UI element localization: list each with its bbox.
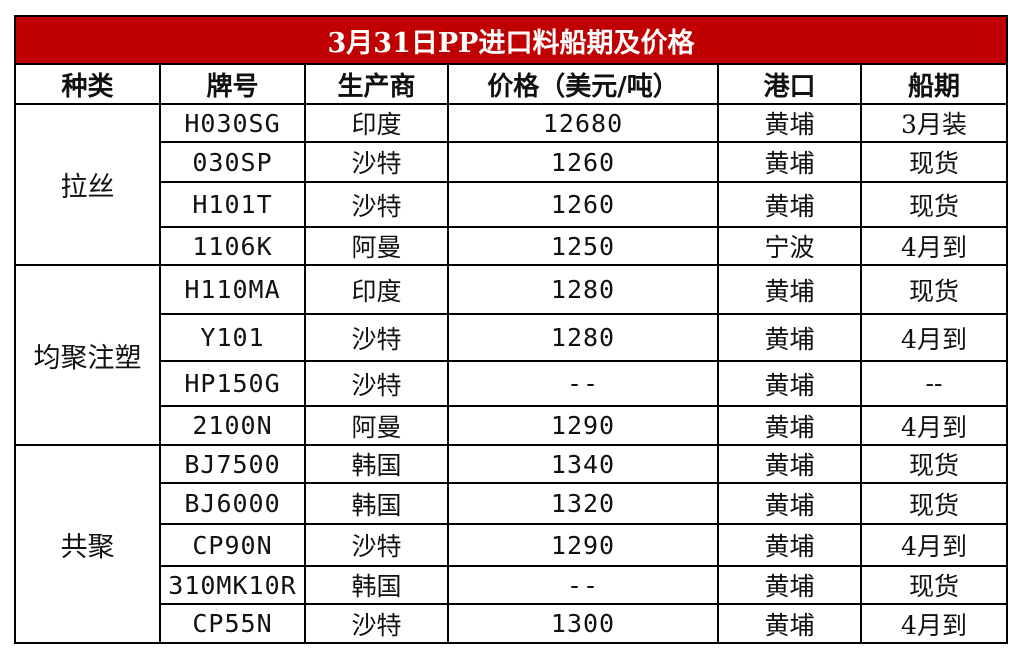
grade-cell: BJ6000 (159, 482, 306, 525)
price-cell: 1280 (447, 264, 719, 315)
price-cell: -- (447, 360, 719, 407)
producer-cell: 沙特 (304, 360, 449, 407)
table-row: 共聚 BJ7500 韩国 1340 黄埔 现货 (14, 444, 1008, 644)
price-cell: 1300 (447, 603, 719, 644)
grade-cell: 1106K (159, 226, 306, 266)
shipping-cell: 现货 (860, 141, 1008, 183)
port-cell: 黄埔 (717, 360, 862, 407)
header-shipping: 船期 (860, 63, 1008, 105)
shipping-cell: 现货 (860, 181, 1008, 228)
port-cell: 宁波 (717, 226, 862, 266)
grade-cell: CP90N (159, 523, 306, 567)
producer-cell: 沙特 (304, 603, 449, 644)
producer-cell: 沙特 (304, 181, 449, 228)
table-row: 拉丝 H030SG 印度 12680 黄埔 3月装 (14, 103, 1008, 266)
header-grade: 牌号 (159, 63, 306, 105)
shipping-cell: 3月装 (860, 103, 1008, 143)
shipping-cell: -- (860, 360, 1008, 407)
grade-cell: H101T (159, 181, 306, 228)
port-cell: 黄埔 (717, 264, 862, 315)
header-port: 港口 (717, 63, 862, 105)
title-row: 3月31日PP进口料船期及价格 (14, 15, 1008, 65)
grade-cell: 310MK10R (159, 565, 306, 605)
producer-cell: 阿曼 (304, 405, 449, 446)
shipping-cell: 4月到 (860, 226, 1008, 266)
port-cell: 黄埔 (717, 603, 862, 644)
port-cell: 黄埔 (717, 482, 862, 525)
table-row: 2100N 阿曼 1290 黄埔 4月到 (15, 405, 1008, 446)
table-row: 030SP 沙特 1260 黄埔 现货 (15, 141, 1008, 183)
grade-cell: 2100N (159, 405, 306, 446)
port-cell: 黄埔 (717, 444, 862, 484)
category-cell: 共聚 (14, 444, 161, 644)
producer-cell: 印度 (304, 264, 449, 315)
table-row: H101T 沙特 1260 黄埔 现货 (15, 181, 1008, 228)
shipping-cell: 4月到 (860, 603, 1008, 644)
table-row: CP90N 沙特 1290 黄埔 4月到 (15, 523, 1008, 567)
shipping-cell: 现货 (860, 264, 1008, 315)
price-cell: 1260 (447, 141, 719, 183)
grade-cell: BJ7500 (159, 444, 306, 484)
grade-cell: H110MA (159, 264, 306, 315)
producer-cell: 韩国 (304, 444, 449, 484)
shipping-cell: 现货 (860, 444, 1008, 484)
header-price: 价格（美元/吨） (447, 63, 719, 105)
shipping-cell: 现货 (860, 565, 1008, 605)
shipping-cell: 现货 (860, 482, 1008, 525)
price-cell: -- (447, 565, 719, 605)
table-row: CP55N 沙特 1300 黄埔 4月到 (15, 603, 1008, 644)
producer-cell: 印度 (304, 103, 449, 143)
table-title: 3月31日PP进口料船期及价格 (14, 15, 1008, 65)
table-row: 310MK10R 韩国 -- 黄埔 现货 (15, 565, 1008, 605)
port-cell: 黄埔 (717, 523, 862, 567)
port-cell: 黄埔 (717, 565, 862, 605)
producer-cell: 沙特 (304, 141, 449, 183)
producer-cell: 沙特 (304, 523, 449, 567)
header-producer: 生产商 (304, 63, 449, 105)
price-cell: 12680 (447, 103, 719, 143)
header-row: 种类 牌号 生产商 价格（美元/吨） 港口 船期 (14, 63, 1008, 105)
grade-cell: 030SP (159, 141, 306, 183)
port-cell: 黄埔 (717, 313, 862, 362)
producer-cell: 韩国 (304, 482, 449, 525)
price-table: 3月31日PP进口料船期及价格 种类 牌号 生产商 价格（美元/吨） 港口 船期… (14, 15, 1008, 644)
header-category: 种类 (14, 63, 161, 105)
producer-cell: 韩国 (304, 565, 449, 605)
category-cell: 拉丝 (14, 103, 161, 266)
shipping-cell: 4月到 (860, 405, 1008, 446)
price-cell: 1290 (447, 405, 719, 446)
table-row: Y101 沙特 1280 黄埔 4月到 (15, 313, 1008, 362)
grade-cell: H030SG (159, 103, 306, 143)
price-cell: 1280 (447, 313, 719, 362)
price-cell: 1320 (447, 482, 719, 525)
grade-cell: HP150G (159, 360, 306, 407)
category-cell: 均聚注塑 (14, 264, 161, 446)
producer-cell: 沙特 (304, 313, 449, 362)
table-row: 均聚注塑 H110MA 印度 1280 黄埔 现货 (14, 264, 1008, 446)
port-cell: 黄埔 (717, 405, 862, 446)
port-cell: 黄埔 (717, 181, 862, 228)
table-row: BJ6000 韩国 1320 黄埔 现货 (15, 482, 1008, 525)
producer-cell: 阿曼 (304, 226, 449, 266)
table-row: HP150G 沙特 -- 黄埔 -- (15, 360, 1008, 407)
port-cell: 黄埔 (717, 141, 862, 183)
grade-cell: Y101 (159, 313, 306, 362)
port-cell: 黄埔 (717, 103, 862, 143)
grade-cell: CP55N (159, 603, 306, 644)
shipping-cell: 4月到 (860, 313, 1008, 362)
price-cell: 1290 (447, 523, 719, 567)
price-cell: 1260 (447, 181, 719, 228)
shipping-cell: 4月到 (860, 523, 1008, 567)
price-cell: 1250 (447, 226, 719, 266)
price-cell: 1340 (447, 444, 719, 484)
table-row: 1106K 阿曼 1250 宁波 4月到 (15, 226, 1008, 266)
